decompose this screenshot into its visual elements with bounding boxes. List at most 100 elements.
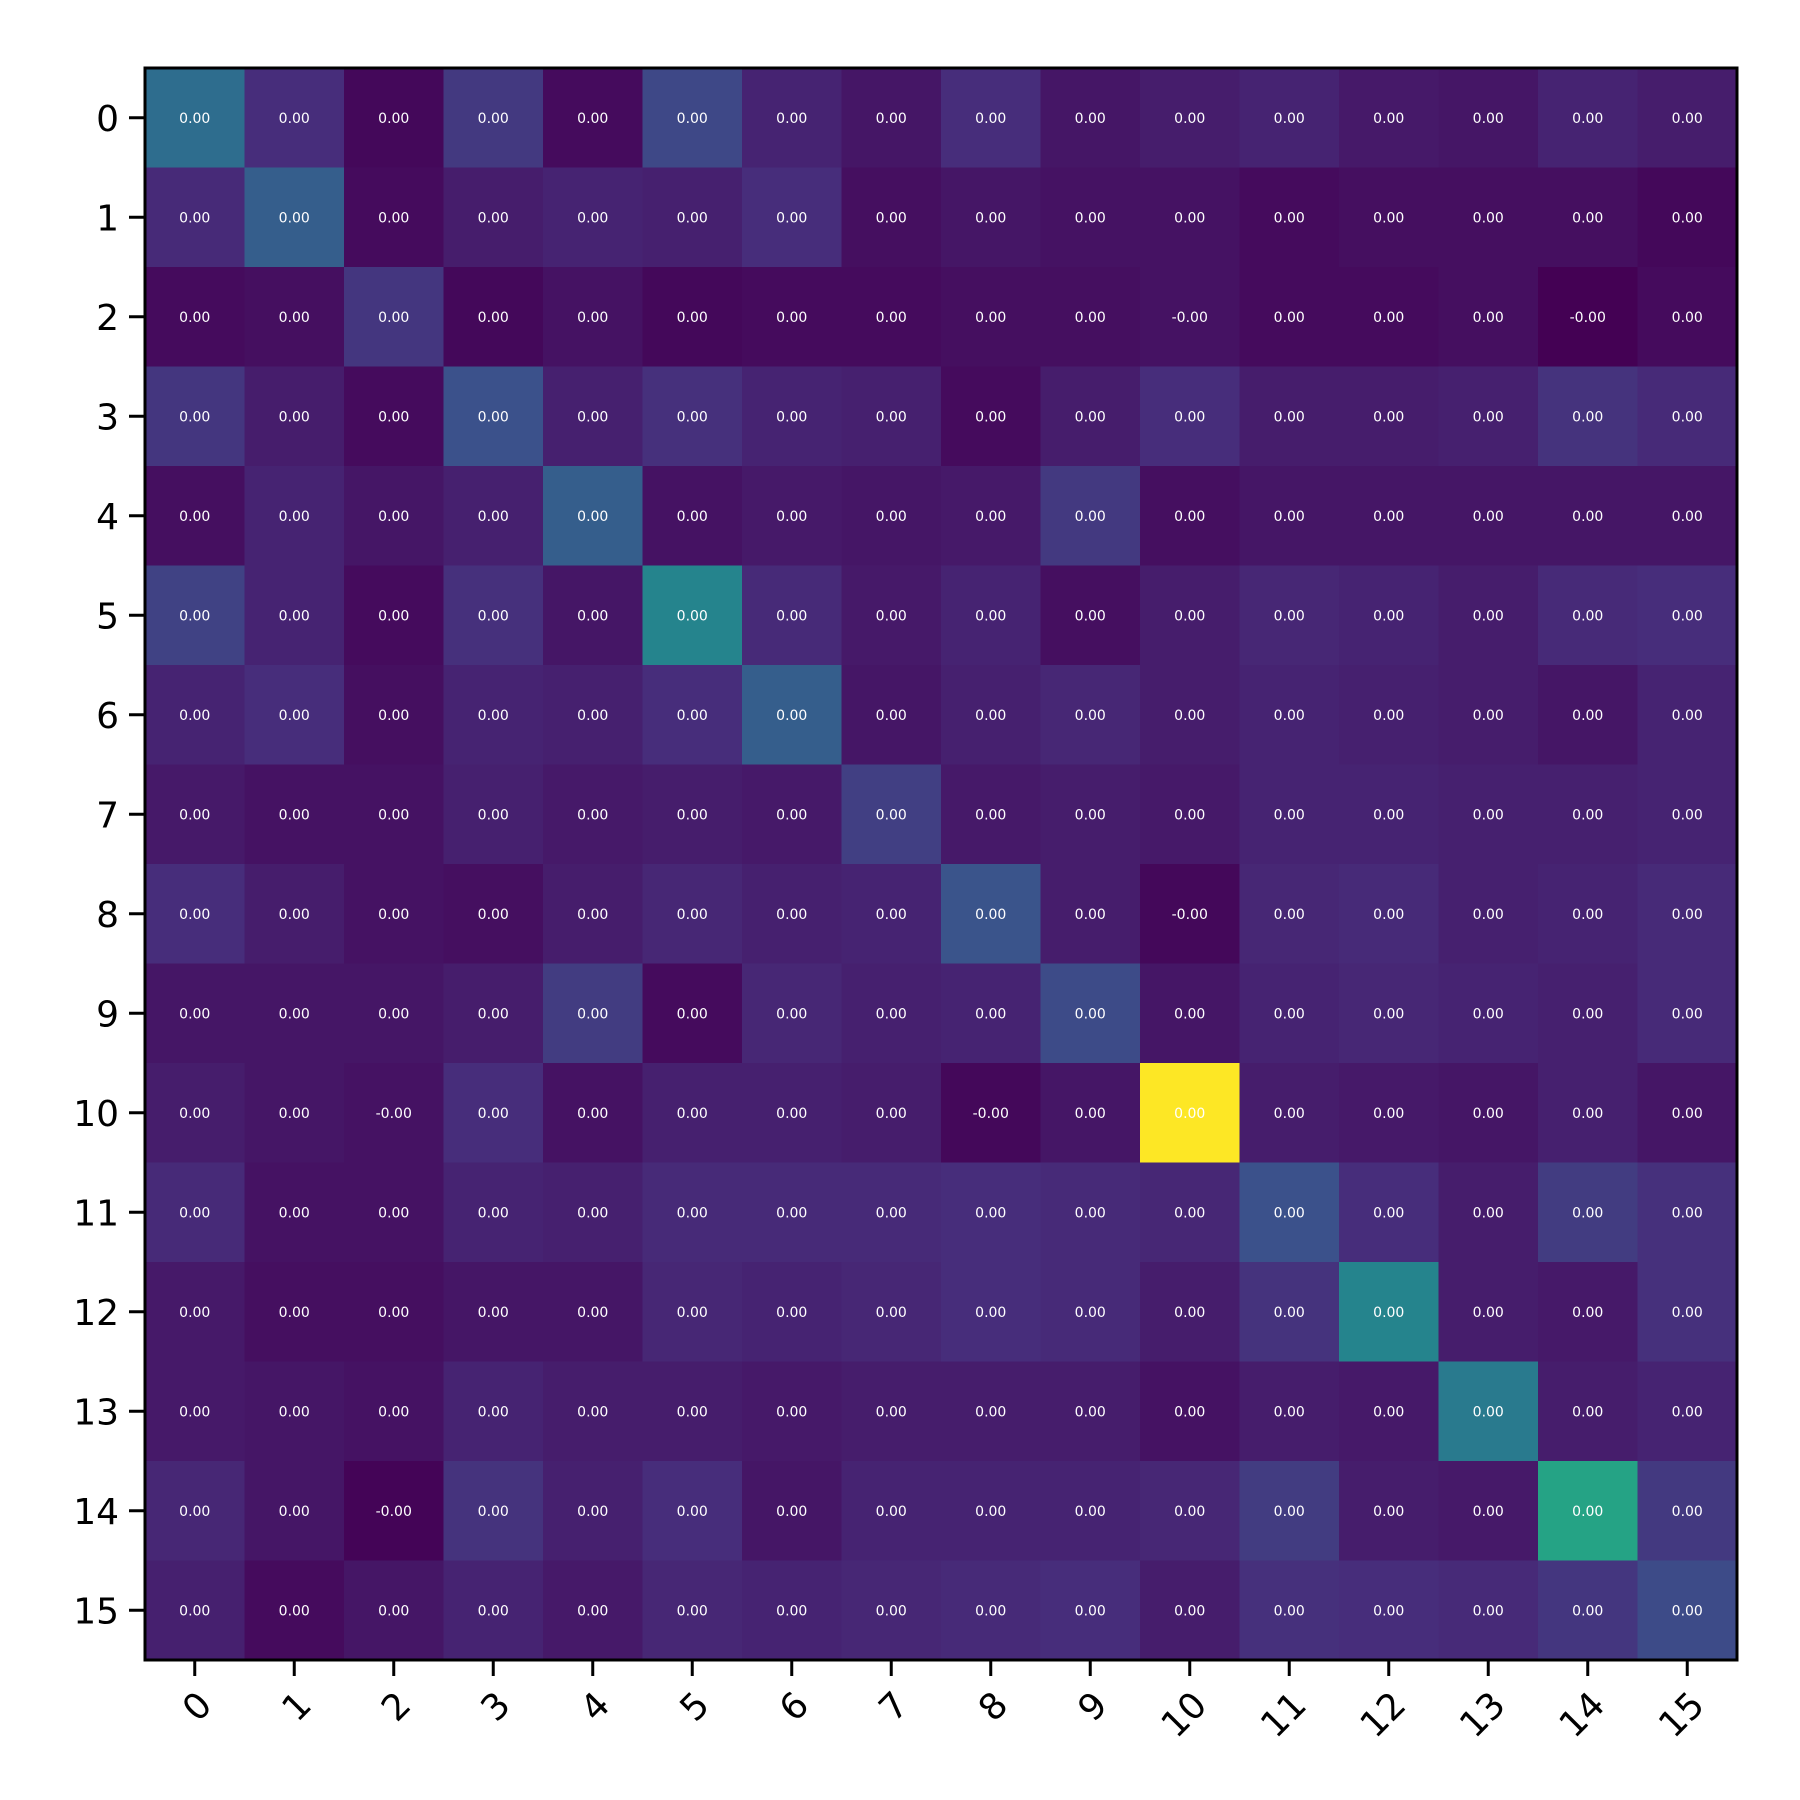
cell-value-label: 0.00 xyxy=(876,708,907,724)
heatmap-cell xyxy=(742,1560,842,1661)
heatmap-cell xyxy=(841,68,942,168)
cell-value-label: 0.00 xyxy=(1473,1404,1504,1420)
heatmap-cell xyxy=(742,366,842,467)
heatmap-cell xyxy=(1239,864,1340,964)
heatmap-cell xyxy=(145,1361,245,1462)
y-tick-label: 13 xyxy=(73,1392,119,1433)
cell-value-label: 0.00 xyxy=(1672,807,1703,823)
heatmap-cell xyxy=(443,1461,544,1561)
cell-value-label: 0.00 xyxy=(577,807,608,823)
heatmap-cell xyxy=(145,1262,245,1362)
cell-value-label: 0.00 xyxy=(776,708,807,724)
heatmap-cell xyxy=(1040,565,1141,666)
heatmap-cell xyxy=(841,565,942,666)
heatmap-cell xyxy=(841,764,942,865)
x-tick-label: 5 xyxy=(672,1684,717,1729)
heatmap-cell xyxy=(642,1461,743,1561)
heatmap-cell xyxy=(1239,1361,1340,1462)
cell-value-label: 0.00 xyxy=(279,310,310,326)
heatmap-cell xyxy=(1637,366,1738,467)
x-tick-label: 11 xyxy=(1253,1684,1314,1745)
cell-value-label: 0.00 xyxy=(279,111,310,127)
heatmap-cell xyxy=(1637,466,1738,566)
heatmap-cell xyxy=(443,1560,544,1661)
cell-value-label: 0.00 xyxy=(1572,1603,1603,1619)
heatmap-cell xyxy=(642,366,743,467)
cell-value-label: 0.00 xyxy=(876,1106,907,1122)
heatmap-cell xyxy=(1339,1560,1439,1661)
heatmap-cell xyxy=(742,1361,842,1462)
plot-frame xyxy=(143,66,1739,1662)
heatmap-cell xyxy=(145,466,245,566)
cell-value-label: 0.00 xyxy=(776,1504,807,1520)
cell-value-label: 0.00 xyxy=(478,509,509,525)
cell-value-label: 0.00 xyxy=(179,1404,210,1420)
heatmap-cell xyxy=(145,366,245,467)
cell-value-label: 0.00 xyxy=(279,1106,310,1122)
cell-value-label: 0.00 xyxy=(1373,1006,1404,1022)
cell-value-label: 0.00 xyxy=(1373,608,1404,624)
cell-value-label: -0.00 xyxy=(973,1106,1009,1122)
cell-value-label: 0.00 xyxy=(1672,1205,1703,1221)
heatmap-cell xyxy=(344,1560,444,1661)
heatmap-cell xyxy=(1339,764,1439,865)
heatmap-cell xyxy=(841,466,942,566)
heatmap-cell xyxy=(1140,1162,1240,1263)
cell-value-label: 0.00 xyxy=(776,310,807,326)
y-tick-label: 2 xyxy=(96,298,119,339)
heatmap-cell xyxy=(1040,764,1141,865)
cell-value-label: 0.00 xyxy=(179,1205,210,1221)
cell-value-label: 0.00 xyxy=(776,1006,807,1022)
heatmap-cell xyxy=(443,68,544,168)
x-tick-label: 2 xyxy=(374,1684,419,1729)
heatmap-cell xyxy=(1538,366,1638,467)
cell-value-label: 0.00 xyxy=(975,1006,1006,1022)
cell-value-label: -0.00 xyxy=(376,1504,412,1520)
y-tick-label: 5 xyxy=(96,596,119,637)
heatmap-cell xyxy=(244,1162,345,1263)
heatmap-cell xyxy=(443,1162,544,1263)
cell-value-label: 0.00 xyxy=(1174,1106,1205,1122)
cell-value-label: 0.00 xyxy=(677,708,708,724)
cell-value-label: 0.00 xyxy=(179,907,210,923)
heatmap-cell xyxy=(1339,1461,1439,1561)
heatmap-cell xyxy=(1339,68,1439,168)
heatmap-cell xyxy=(543,1461,643,1561)
heatmap-cell xyxy=(1339,267,1439,367)
cell-value-label: 0.00 xyxy=(1075,509,1106,525)
heatmap-cell xyxy=(941,1262,1041,1362)
cell-value-label: 0.00 xyxy=(776,409,807,425)
cell-value-label: 0.00 xyxy=(378,1305,409,1321)
heatmap-cell xyxy=(145,963,245,1064)
cell-value-label: 0.00 xyxy=(577,111,608,127)
cell-value-label: 0.00 xyxy=(1274,1404,1305,1420)
cell-value-label: 0.00 xyxy=(975,1603,1006,1619)
heatmap-cell xyxy=(941,366,1041,467)
heatmap-cell xyxy=(1239,366,1340,467)
heatmap-cell xyxy=(145,665,245,765)
cell-value-label: 0.00 xyxy=(1373,708,1404,724)
cell-value-label: 0.00 xyxy=(1274,1205,1305,1221)
heatmap-cell xyxy=(1140,764,1240,865)
cell-value-label: 0.00 xyxy=(1473,210,1504,226)
cell-value-label: 0.00 xyxy=(975,1205,1006,1221)
heatmap-cell xyxy=(344,565,444,666)
heatmap-cell xyxy=(1538,1262,1638,1362)
cell-value-label: 0.00 xyxy=(677,907,708,923)
heatmap-cell xyxy=(1438,267,1539,367)
heatmap-cell xyxy=(642,1063,743,1163)
heatmap-cell xyxy=(841,1361,942,1462)
heatmap-cell xyxy=(1538,466,1638,566)
cell-value-label: 0.00 xyxy=(1572,1106,1603,1122)
heatmap-cell xyxy=(1040,1262,1141,1362)
heatmap-cell xyxy=(642,565,743,666)
cell-value-label: 0.00 xyxy=(876,1504,907,1520)
cell-value-label: 0.00 xyxy=(876,310,907,326)
cell-value-label: 0.00 xyxy=(1174,1305,1205,1321)
heatmap-cell xyxy=(1538,1560,1638,1661)
cell-value-label: 0.00 xyxy=(1274,210,1305,226)
y-tick-label: 12 xyxy=(73,1293,119,1334)
heatmap-cell xyxy=(941,665,1041,765)
heatmap-cell xyxy=(1040,963,1141,1064)
